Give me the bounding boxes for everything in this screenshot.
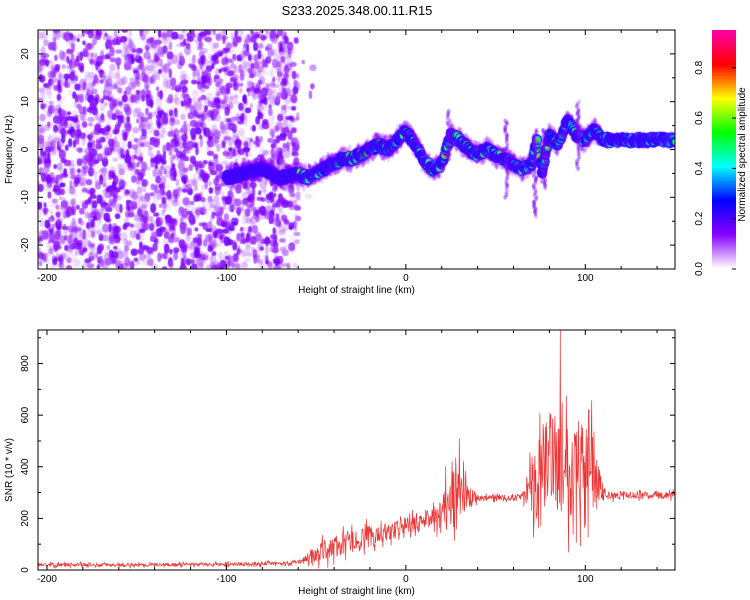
- spectrogram-y-ticks: -20 -10 0 10 20: [20, 29, 675, 270]
- colorbar-tick-label: 0.6: [694, 111, 705, 125]
- spectrogram-x-tick-label: 100: [577, 273, 594, 284]
- snr-x-tick-label: -100: [216, 574, 236, 585]
- spectrogram-x-tick-label: -100: [216, 273, 236, 284]
- spectrogram-x-axis-label: Height of straight line (km): [298, 285, 415, 296]
- colorbar-tick-label: 0.2: [694, 211, 705, 225]
- snr-y-tick-label: 600: [20, 406, 31, 423]
- snr-x-tick-label: 100: [577, 574, 594, 585]
- spectrogram-x-tick-label: -200: [37, 273, 57, 284]
- snr-y-axis-label: SNR (10 * v/v): [4, 438, 15, 502]
- spectrogram-y-tick-label: 20: [20, 48, 31, 60]
- snr-panel: -200 -100 0 100 0 200 400 600 800 Height of str…: [4, 329, 676, 597]
- snr-x-axis-label: Height of straight line (km): [298, 586, 415, 597]
- spectrogram-y-tick-label: -20: [20, 237, 31, 252]
- snr-x-tick-label: 0: [403, 574, 409, 585]
- snr-y-ticks: 0 200 400 600 800: [20, 337, 675, 573]
- spectrogram-y-axis-label: Frequency (Hz): [4, 115, 15, 184]
- snr-frame: [37, 329, 676, 571]
- snr-y-tick-label: 200: [20, 510, 31, 527]
- spectrogram-x-ticks: -200 -100 0 100: [37, 30, 658, 284]
- spectrogram-heatmap: [38, 30, 675, 269]
- snr-y-tick-label: 800: [20, 355, 31, 372]
- snr-y-tick-label: 0: [20, 567, 31, 573]
- colorbar-gradient: [712, 30, 736, 269]
- spectrogram-y-tick-label: 0: [20, 146, 31, 152]
- colorbar-tick-label: 0.8: [694, 60, 705, 74]
- colorbar-ticks: 0.0 0.2 0.4 0.6 0.8: [694, 60, 736, 276]
- colorbar: 0.0 0.2 0.4 0.6 0.8 Normalized spectral ampl…: [694, 30, 748, 276]
- spectrogram-x-tick-label: 0: [403, 273, 409, 284]
- snr-y-tick-label: 400: [20, 458, 31, 475]
- colorbar-tick-label: 0.4: [694, 161, 705, 175]
- colorbar-label: Normalized spectral amplitude: [737, 87, 748, 222]
- snr-series-line: [37, 329, 676, 569]
- colorbar-tick-label: 0.0: [694, 262, 705, 276]
- spectrogram-y-tick-label: -10: [20, 190, 31, 205]
- spectrogram-y-tick-label: 10: [20, 96, 31, 108]
- snr-x-ticks: -200 -100 0 100: [37, 330, 658, 585]
- snr-x-tick-label: -200: [37, 574, 57, 585]
- chart-title: S233.2025.348.00.11.R15: [282, 3, 433, 18]
